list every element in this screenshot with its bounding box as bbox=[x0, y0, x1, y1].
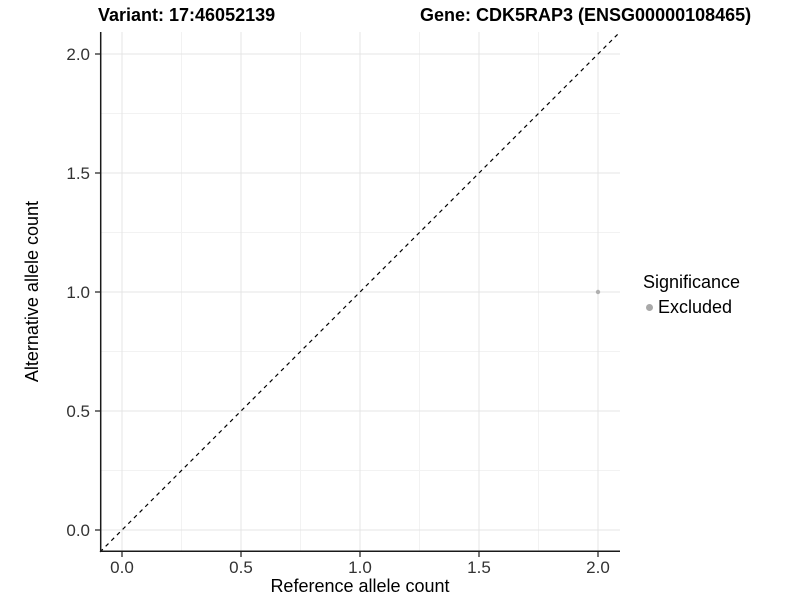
y-tick-label: 0.0 bbox=[66, 521, 90, 540]
data-point bbox=[595, 289, 601, 295]
x-axis-title: Reference allele count bbox=[270, 576, 450, 596]
y-tick-label: 1.0 bbox=[66, 283, 90, 302]
legend-items: Excluded bbox=[643, 297, 740, 318]
x-tick-label: 1.5 bbox=[467, 558, 491, 577]
plot-title-variant: Variant: 17:46052139 bbox=[98, 5, 276, 25]
y-axis-title: Alternative allele count bbox=[20, 32, 44, 552]
legend-title: Significance bbox=[643, 272, 741, 292]
identity-reference-line bbox=[99, 31, 621, 553]
y-tick-label: 0.5 bbox=[66, 402, 90, 421]
legend-item: Excluded bbox=[643, 297, 740, 318]
x-tick-label: 0.5 bbox=[229, 558, 253, 577]
legend: Significance Excluded bbox=[643, 272, 740, 318]
legend-key-dot-icon bbox=[646, 304, 653, 311]
x-tick-label: 1.0 bbox=[348, 558, 372, 577]
y-tick-label: 2.0 bbox=[66, 45, 90, 64]
y-axis-title-text: Alternative allele count bbox=[21, 201, 42, 383]
x-tick-label: 0.0 bbox=[110, 558, 134, 577]
plot-panel bbox=[95, 31, 621, 557]
legend-item-label: Excluded bbox=[658, 297, 733, 317]
y-tick-label: 1.5 bbox=[66, 164, 90, 183]
plot-title-gene: Gene: CDK5RAP3 (ENSG00000108465) bbox=[420, 5, 752, 25]
x-tick-label: 2.0 bbox=[586, 558, 610, 577]
